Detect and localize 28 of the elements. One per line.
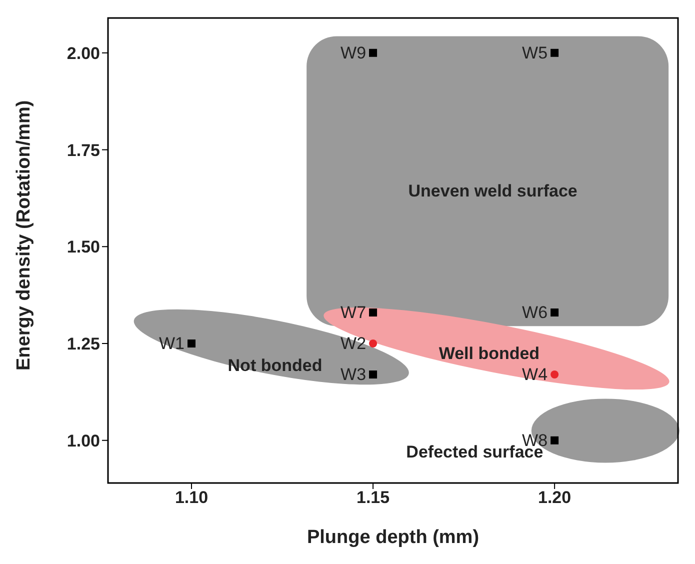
point — [369, 370, 378, 378]
x-axis-title: Plunge depth (mm) — [306, 527, 480, 548]
point — [550, 370, 559, 378]
y-axis-title: Energy density (Rotation/mm) — [14, 100, 35, 370]
data-label: W2 — [340, 334, 366, 353]
x-tick-label: 1.10 — [174, 488, 208, 508]
point — [369, 308, 378, 316]
data-label: W7 — [340, 303, 366, 322]
y-tick-label: 1.75 — [66, 140, 100, 160]
data-label: W6 — [522, 303, 548, 322]
data-label: W5 — [522, 43, 548, 62]
data-label: W4 — [522, 365, 548, 384]
annotation: Uneven weld surface — [408, 181, 578, 200]
point — [550, 436, 559, 444]
y-tick-label: 2.00 — [66, 44, 100, 63]
annotation: Well bonded — [438, 344, 540, 364]
point — [369, 48, 378, 57]
data-label: W9 — [340, 43, 366, 62]
y-tick-label: 1.50 — [66, 238, 100, 257]
y-tick-label: 1.00 — [66, 431, 100, 450]
point — [550, 48, 559, 57]
x-tick-label: 1.20 — [538, 488, 572, 508]
y-tick-label: 1.25 — [66, 334, 100, 354]
data-label: W3 — [340, 365, 366, 384]
point — [369, 340, 378, 348]
x-tick-label: 1.15 — [356, 488, 390, 508]
point — [550, 308, 559, 316]
point — [188, 340, 196, 348]
